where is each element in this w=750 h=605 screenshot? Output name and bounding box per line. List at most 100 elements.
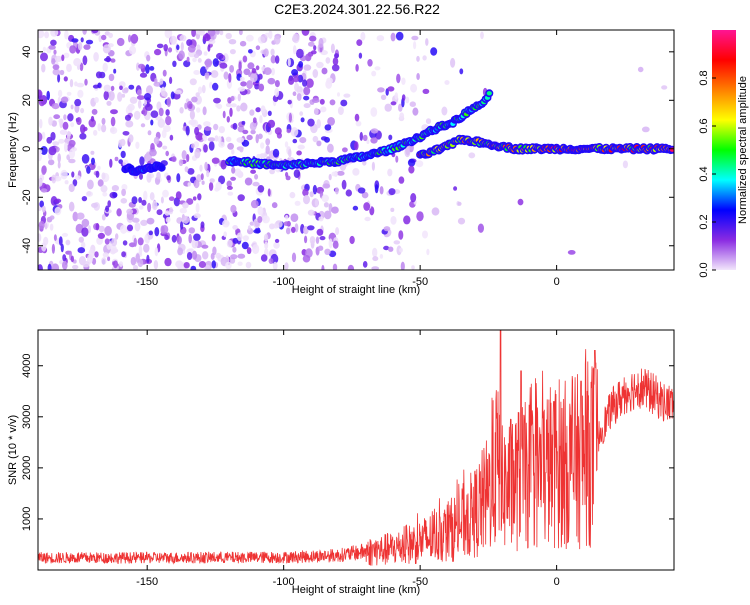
noise-cell (347, 264, 355, 270)
noise-cell (209, 81, 213, 89)
noise-cell (94, 97, 99, 103)
noise-cell (158, 107, 164, 117)
noise-cell (95, 170, 100, 178)
noise-cell (358, 52, 363, 59)
noise-cell (251, 68, 257, 74)
noise-cell (237, 253, 246, 259)
noise-cell (172, 60, 177, 67)
noise-cell (164, 210, 170, 216)
noise-cell (371, 161, 375, 171)
noise-cell (192, 57, 197, 63)
noise-cell (355, 64, 359, 72)
noise-cell (198, 261, 206, 268)
noise-cell (170, 91, 175, 100)
noise-cell (145, 64, 150, 74)
noise-cell (186, 154, 190, 162)
colorbar-tick-label: 0.6 (698, 118, 710, 133)
noise-cell (250, 199, 259, 209)
noise-cell (167, 47, 173, 53)
noise-cell (38, 264, 43, 270)
noise-cell (81, 218, 90, 228)
noise-cell (225, 32, 232, 40)
noise-cell (258, 83, 265, 92)
noise-cell (116, 37, 125, 47)
noise-cell (390, 101, 397, 106)
noise-cell (311, 98, 320, 103)
noise-cell (138, 197, 143, 203)
noise-cell (218, 141, 225, 148)
noise-cell (250, 169, 256, 174)
noise-cell (203, 144, 208, 153)
noise-cell (38, 89, 43, 99)
noise-cell (273, 242, 280, 249)
noise-cell (405, 96, 410, 104)
noise-cell (213, 123, 219, 131)
noise-cell (263, 233, 269, 242)
noise-cell (102, 192, 108, 197)
noise-cell (252, 181, 260, 187)
noise-cell (178, 159, 184, 167)
noise-cell (186, 56, 190, 63)
noise-cell (127, 103, 135, 111)
noise-cell (156, 43, 164, 49)
noise-cell (450, 57, 456, 68)
noise-cell (208, 181, 214, 191)
noise-cell (257, 216, 263, 223)
noise-cell (252, 117, 257, 124)
noise-cell (103, 84, 112, 92)
noise-cell (53, 49, 57, 55)
noise-cell (174, 89, 182, 95)
noise-cell (133, 237, 137, 247)
noise-cell (411, 265, 415, 270)
noise-cell (399, 247, 403, 253)
noise-cell (298, 61, 304, 68)
noise-cell (255, 107, 261, 113)
noise-cell (331, 171, 338, 177)
noise-cell (197, 86, 203, 94)
y-tick-label: -20 (21, 189, 33, 205)
noise-cell (46, 136, 53, 144)
noise-cell (270, 55, 276, 64)
noise-cell (257, 206, 264, 216)
x-tick-label: -150 (136, 276, 158, 288)
noise-cell (369, 206, 375, 216)
noise-cell (57, 161, 61, 169)
noise-cell (319, 98, 325, 105)
noise-cell (156, 171, 161, 180)
noise-cell (312, 184, 317, 195)
noise-cell (44, 222, 48, 230)
noise-cell (232, 225, 238, 230)
noise-cell (254, 83, 260, 90)
noise-cell (396, 73, 401, 84)
noise-cell (331, 206, 339, 214)
noise-cell (197, 193, 202, 201)
noise-cell (192, 196, 197, 201)
noise-cell (108, 90, 115, 101)
noise-cell (193, 213, 201, 219)
noise-cell (371, 266, 380, 270)
noise-cell (313, 45, 317, 51)
noise-cell (408, 165, 415, 174)
noise-cell (198, 30, 205, 36)
x-tick-label: 0 (554, 576, 560, 588)
noise-cell (260, 254, 268, 262)
snr-y-label: SNR (10 * v/v) (7, 415, 19, 485)
noise-cell (175, 191, 182, 200)
noise-cell (60, 96, 69, 104)
noise-cell (232, 246, 237, 253)
noise-cell (57, 73, 61, 83)
noise-cell (283, 221, 291, 227)
noise-cell (239, 40, 247, 47)
noise-cell (297, 144, 305, 150)
noise-cell (176, 173, 181, 183)
noise-cell (229, 49, 236, 55)
noise-cell (97, 232, 105, 239)
noise-cell (272, 223, 280, 229)
noise-cell (171, 156, 177, 163)
noise-cell (63, 52, 70, 59)
spectrogram-x-label: Height of straight line (km) (292, 284, 420, 296)
noise-cell (302, 79, 308, 87)
noise-cell (101, 214, 106, 221)
noise-cell (126, 224, 134, 232)
noise-cell (441, 106, 448, 116)
